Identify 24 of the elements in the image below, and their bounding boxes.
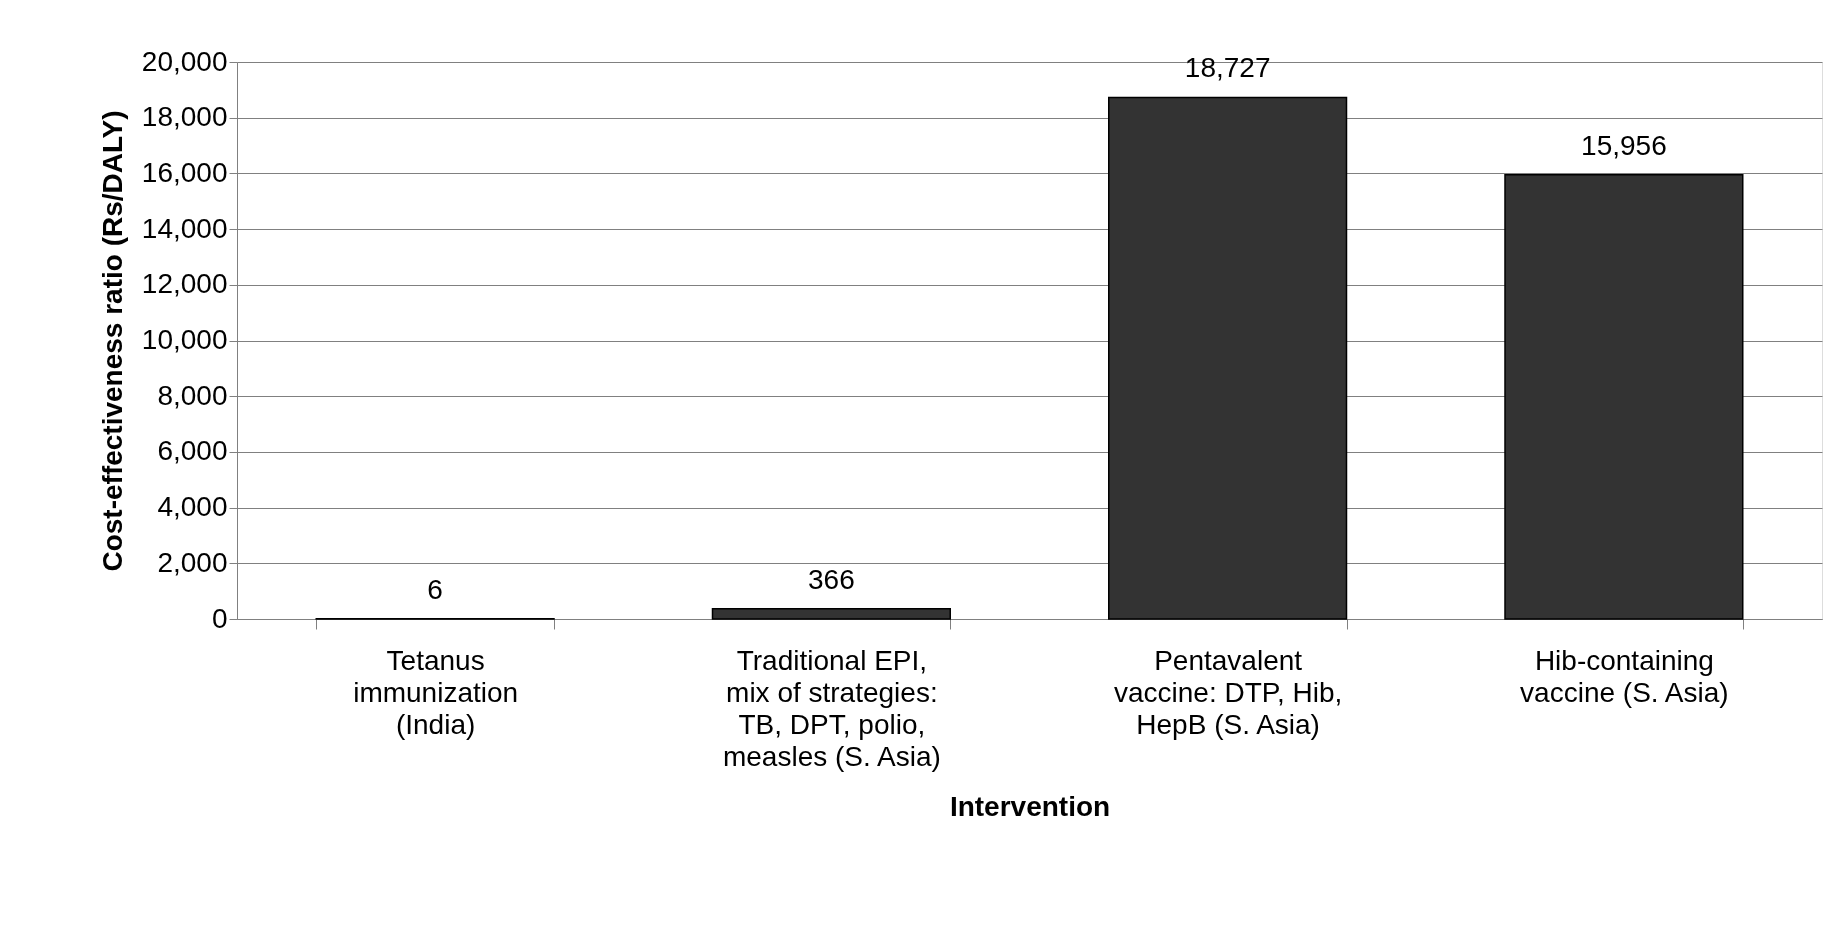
x-axis-title: Intervention: [949, 790, 1111, 822]
y-tick-label: 12,000: [141, 268, 228, 300]
x-tick-label: Hib-containing vaccine (S. Asia): [1520, 644, 1729, 708]
y-tick-label: 0: [211, 602, 228, 634]
data-label: 15,956: [1581, 129, 1667, 161]
y-tick-label: 18,000: [141, 101, 228, 133]
data-label: 6: [427, 573, 443, 605]
bar: [1504, 173, 1744, 620]
x-tick-label: Traditional EPI, mix of strategies: TB, DPT, polio, measles (S. Asia): [722, 644, 941, 772]
y-tick-label: 6,000: [157, 435, 228, 467]
y-tick-label: 8,000: [157, 379, 228, 411]
bar: [711, 608, 951, 620]
bar: [1108, 96, 1348, 620]
data-label: 18,727: [1184, 52, 1271, 84]
y-tick-label: 2,000: [157, 546, 228, 578]
data-label: 366: [808, 563, 855, 595]
x-tick-label: Tetanus immunization (India): [353, 644, 519, 740]
y-tick-label: 16,000: [141, 156, 228, 188]
y-tick-label: 20,000: [141, 45, 228, 77]
y-tick-label: 14,000: [141, 212, 228, 244]
y-axis-title: Cost-effectiveness ratio (Rs/DALY): [96, 110, 128, 572]
y-tick-label: 10,000: [141, 324, 228, 355]
y-tick-label: 4,000: [157, 491, 228, 523]
x-tick-label: Pentavalent vaccine: DTP, Hib, HepB (S. Asia): [1114, 644, 1343, 740]
